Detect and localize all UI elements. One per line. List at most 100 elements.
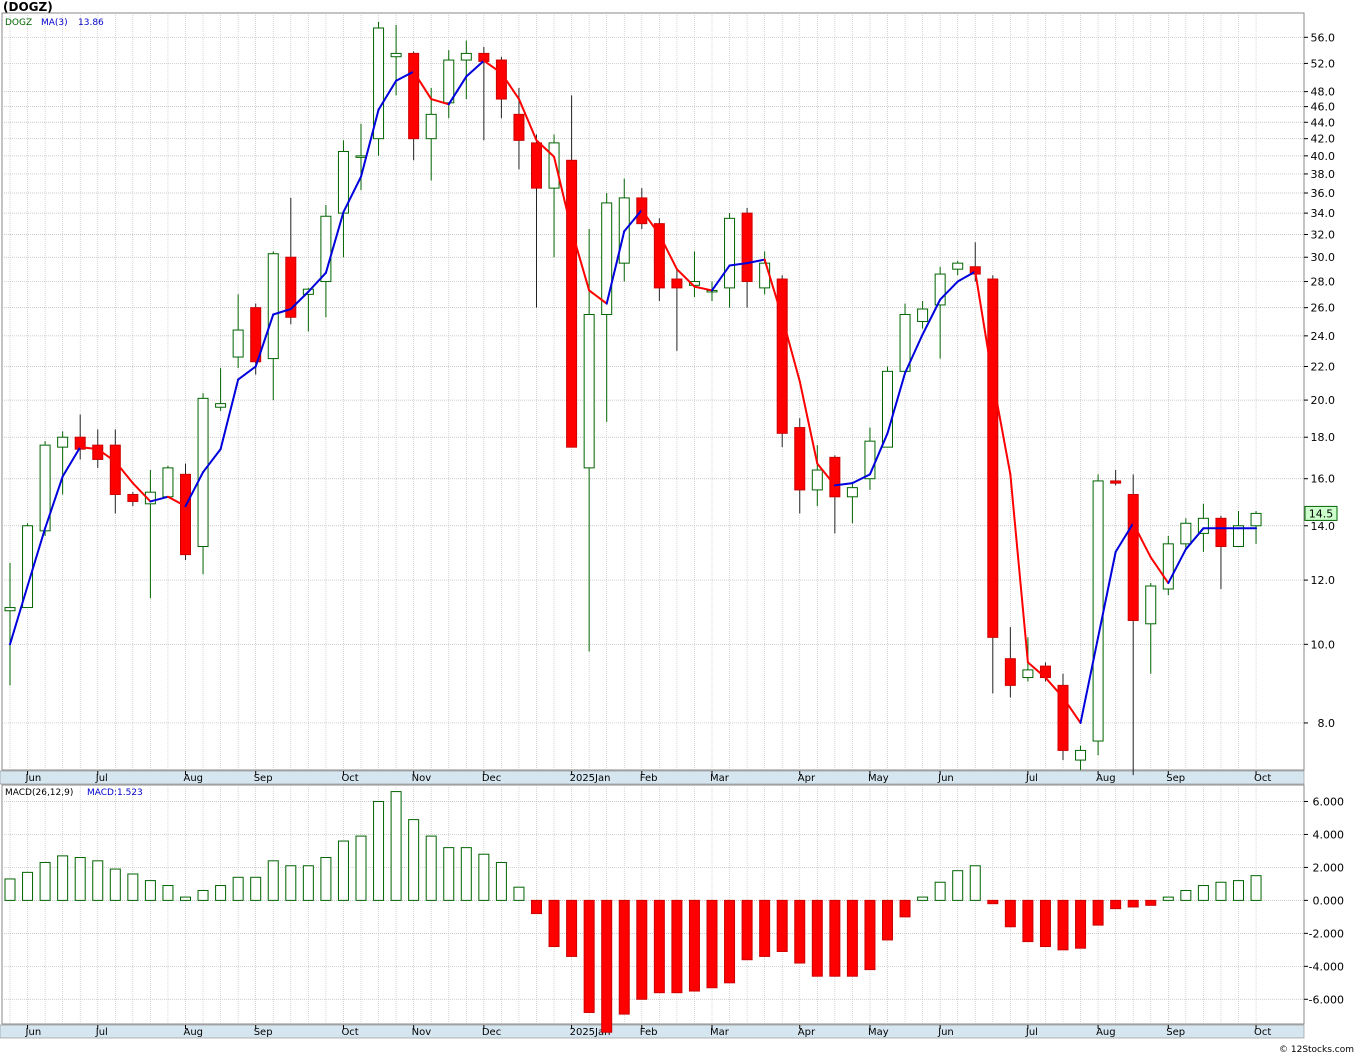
candle xyxy=(846,483,858,524)
price-tick-label: 56.0 xyxy=(1311,31,1336,44)
ma3-segment xyxy=(517,98,538,142)
ma3-segment xyxy=(1079,636,1100,724)
candle-body xyxy=(250,307,262,363)
candle xyxy=(776,275,788,448)
ma3-segment xyxy=(1044,676,1064,699)
ma3-segment xyxy=(974,270,994,381)
ma3-segment xyxy=(44,475,64,530)
macd-bar xyxy=(144,880,156,901)
macd-bar xyxy=(531,899,542,915)
candle-body xyxy=(882,370,893,448)
price-x-axis: Jun Jul Aug Sep Oct Nov Dec 2025Jan Feb Mar Apr May… xyxy=(25,771,1271,784)
candle-body xyxy=(1057,684,1069,751)
price-tick-label: 28.0 xyxy=(1311,276,1336,289)
month-label: Aug xyxy=(1096,773,1116,784)
price-tick-label: 18.0 xyxy=(1311,431,1336,444)
candle xyxy=(952,260,964,276)
macd-bar xyxy=(92,860,104,901)
month-label: Oct xyxy=(1254,773,1271,784)
month-label: Apr xyxy=(798,1027,816,1038)
macd-bar xyxy=(1004,899,1016,928)
ma3-segment xyxy=(114,460,134,485)
macd-bar xyxy=(302,865,314,901)
macd-tick-label: -6.000 xyxy=(1309,993,1344,1006)
candle xyxy=(408,51,420,161)
month-label: Aug xyxy=(184,1027,204,1038)
candle-body xyxy=(566,159,578,448)
macd-bar xyxy=(513,886,525,901)
candle-body xyxy=(425,113,437,140)
ma3-segment xyxy=(886,371,907,435)
macd-bar xyxy=(495,861,507,901)
macd-bar xyxy=(460,847,472,901)
candle xyxy=(285,197,297,325)
candle-body xyxy=(1092,480,1104,742)
macd-bar xyxy=(320,857,332,901)
price-y-axis: 56.0 52.0 48.0 46.0 44.0 42.0 40.0 38.0 36.0 34.0… xyxy=(1304,31,1335,730)
candle-body xyxy=(180,473,191,556)
macd-bar xyxy=(1215,881,1227,901)
candle-body xyxy=(215,403,227,408)
candle xyxy=(583,229,595,652)
price-panel xyxy=(1,12,1305,771)
candle-body xyxy=(1110,480,1122,484)
candle xyxy=(57,431,69,495)
ma3-segment xyxy=(1009,473,1029,664)
ma3-segment xyxy=(640,209,661,236)
macd-bar xyxy=(1057,899,1069,951)
macd-bar xyxy=(1250,875,1262,901)
price-tick-label: 30.0 xyxy=(1311,251,1336,264)
macd-bar xyxy=(285,865,297,901)
candle-body xyxy=(1022,669,1034,679)
macd-bar xyxy=(688,899,700,992)
candle xyxy=(1180,518,1192,550)
ma3-segment xyxy=(360,108,380,178)
candle-body xyxy=(776,278,788,434)
macd-bar xyxy=(109,868,121,901)
candle-body xyxy=(162,467,174,498)
candle-body xyxy=(460,52,472,61)
candle xyxy=(144,470,156,599)
ma3-segment xyxy=(553,155,573,232)
candle-body xyxy=(443,59,455,104)
candle-body xyxy=(829,456,841,498)
macd-bar xyxy=(671,899,683,994)
candle xyxy=(320,204,332,318)
candle xyxy=(829,455,841,534)
candle xyxy=(373,21,385,156)
macd-bar xyxy=(1039,899,1051,948)
ma3-segment xyxy=(939,280,959,301)
macd-bar xyxy=(899,899,911,918)
month-label: Jun xyxy=(25,773,42,784)
candle-body xyxy=(846,487,858,498)
candle xyxy=(215,368,227,411)
price-tick-label: 34.0 xyxy=(1311,207,1336,220)
macd-bar xyxy=(952,870,964,901)
price-tick-label: 52.0 xyxy=(1311,57,1336,70)
ma3-segment xyxy=(868,432,889,476)
candle-body xyxy=(373,27,385,140)
month-label: Jul xyxy=(95,1027,108,1038)
month-label: Aug xyxy=(184,773,204,784)
macd-tick-label: 6.000 xyxy=(1313,795,1345,808)
month-label: Nov xyxy=(412,773,432,784)
candle xyxy=(460,40,472,100)
macd-bar xyxy=(232,876,244,901)
price-tick-label: 12.0 xyxy=(1311,574,1336,587)
ma3-segment xyxy=(693,285,713,292)
candle-body xyxy=(408,52,420,140)
macd-bars xyxy=(4,791,1262,1033)
candle xyxy=(1057,673,1069,761)
month-label: Jun xyxy=(937,1027,954,1038)
candle xyxy=(566,95,578,448)
month-label: Dec xyxy=(482,1027,501,1038)
month-label: Oct xyxy=(341,773,358,784)
ma3-segment xyxy=(570,229,591,292)
last-price-label: 14.5 xyxy=(1309,507,1334,520)
ma3-segment xyxy=(904,333,924,374)
candle-body xyxy=(741,212,753,283)
price-tick-label: 36.0 xyxy=(1311,187,1336,200)
candle-body xyxy=(74,436,86,450)
month-label: Mar xyxy=(710,1027,730,1038)
candle xyxy=(74,414,86,460)
